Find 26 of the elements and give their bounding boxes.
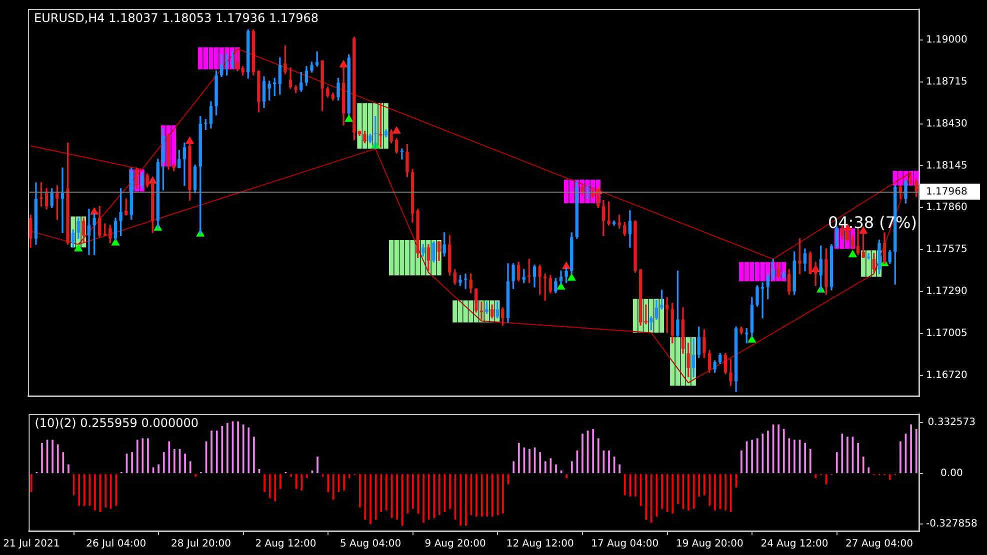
y-tick-label: 1.17005 [926, 328, 968, 340]
y-tick-label: 1.17290 [926, 286, 968, 298]
x-tick-label: 5 Aug 04:00 [340, 538, 402, 550]
x-tick-label: 19 Aug 20:00 [676, 538, 744, 550]
x-tick-label: 21 Jul 2021 [3, 538, 60, 550]
x-tick-label: 2 Aug 12:00 [255, 538, 316, 550]
y-tick-label: 0.00 [940, 468, 963, 480]
x-tick-label: 24 Aug 12:00 [760, 538, 828, 550]
chart-title: EURUSD,H4 1.18037 1.18053 1.17936 1.17968 [34, 11, 319, 26]
y-tick-label: 1.19000 [926, 34, 968, 46]
x-tick-label: 26 Jul 04:00 [86, 538, 146, 550]
ref-line-label: 1.17968 [926, 186, 968, 198]
y-tick-label: 1.18145 [926, 160, 968, 172]
y-tick-label: 1.17860 [926, 202, 968, 214]
x-tick-label: 9 Aug 20:00 [424, 538, 486, 550]
x-tick-label: 28 Jul 20:00 [170, 538, 231, 550]
y-tick-label: 1.18430 [926, 118, 968, 130]
y-tick-label: 1.17575 [926, 244, 968, 256]
y-tick-label: 1.16720 [926, 370, 968, 381]
x-tick-label: 27 Aug 04:00 [846, 538, 913, 550]
y-tick-label: -0.327858 [926, 518, 978, 530]
x-tick-label: 12 Aug 12:00 [506, 538, 574, 550]
chart-title: (10)(2) 0.255959 0.000000 [34, 416, 199, 430]
y-tick-label: 1.18715 [926, 76, 968, 88]
y-tick-label: 0.332573 [928, 417, 976, 428]
x-tick-label: 17 Aug 04:00 [591, 538, 659, 550]
